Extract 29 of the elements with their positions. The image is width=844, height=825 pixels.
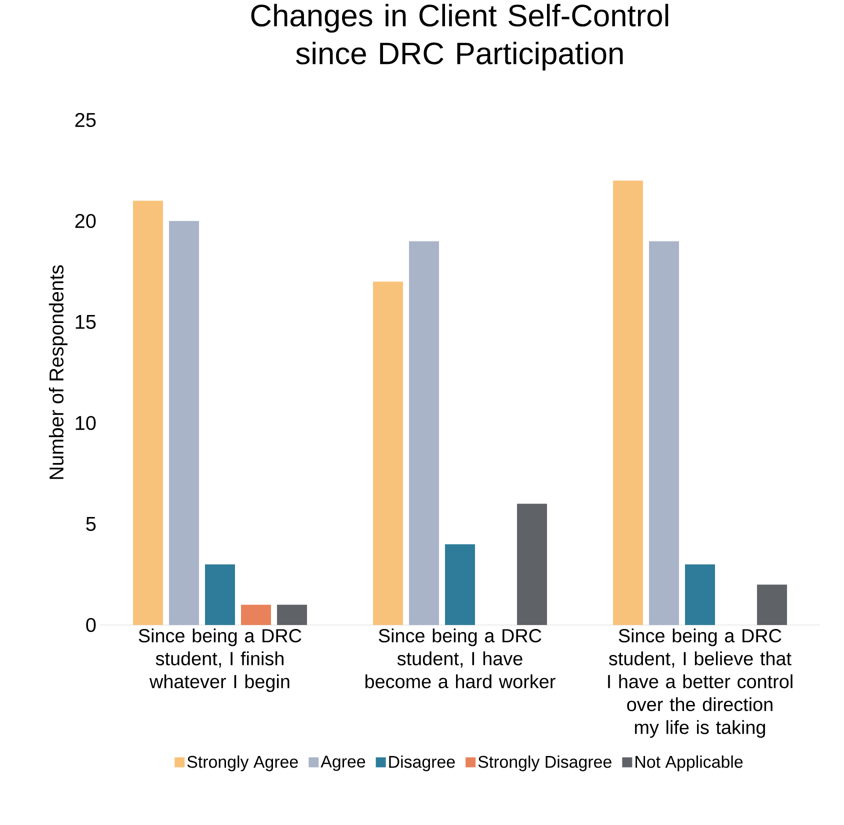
bar [373, 282, 404, 625]
bar [517, 504, 548, 625]
legend-label: Agree [320, 756, 366, 771]
bar [649, 241, 680, 625]
bar [241, 604, 272, 625]
y-axis-title: Number of Respondents [48, 265, 68, 479]
y-tick-label: 15 [76, 315, 96, 329]
bar [445, 544, 476, 625]
y-tick-label: 25 [75, 112, 96, 128]
bar [757, 584, 788, 625]
bar [613, 180, 644, 625]
legend-label: Disagree [389, 755, 455, 772]
chart-title: Changes in Client Self-Control since DRC Participation [251, 4, 668, 70]
y-tick-label: 5 [86, 517, 96, 531]
bar [409, 241, 440, 625]
y-tick-label: 0 [86, 618, 96, 632]
bar [169, 220, 199, 625]
bar [133, 200, 163, 625]
x-tick-label: Since being a DRC student, I believe that I have a better control over the direction my life is taking [608, 628, 792, 738]
legend-label: Not Applicable [636, 755, 743, 772]
y-tick-label: 20 [75, 214, 96, 228]
legend-label: Strongly Agree [187, 755, 298, 772]
x-tick-label: Since being a DRC student, I have become a hard worker [365, 628, 556, 688]
bar [685, 564, 716, 625]
legend-label: Strongly Disagree [478, 755, 612, 772]
bar [277, 604, 308, 625]
bar [205, 564, 235, 625]
y-tick-label: 10 [76, 416, 96, 430]
x-tick-label: Since being a DRC student, I finish whatever I begin [138, 628, 302, 692]
